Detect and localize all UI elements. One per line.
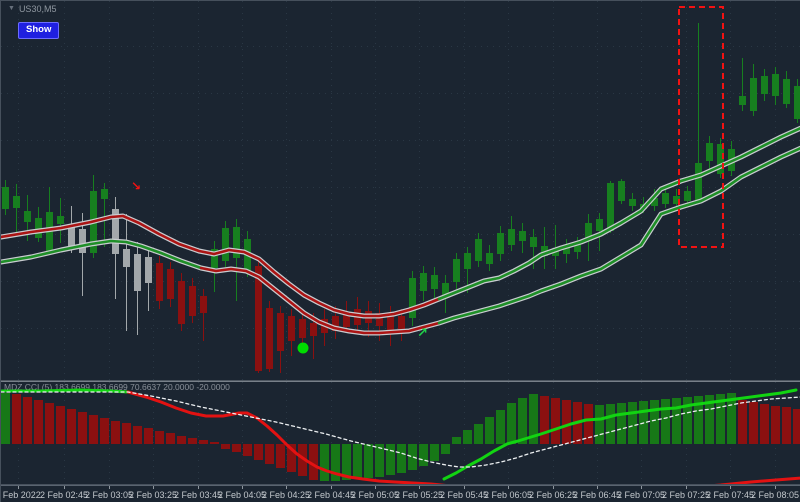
time-label: 2 Feb 05:05	[350, 490, 400, 500]
panel-separator[interactable]	[1, 380, 800, 382]
axis-tick	[18, 486, 19, 489]
time-label: 2 Feb 07:45	[705, 490, 755, 500]
time-label: 2 Feb 03:05	[84, 490, 134, 500]
oscillator-svg[interactable]: MDZ CCI (5) 183.6699 183.6699 70.6637 20…	[1, 382, 800, 484]
time-label: 2 Feb 02:45	[39, 490, 89, 500]
axis-tick	[109, 486, 110, 489]
main-chart: ↘ ↗ ▼ US30,M5 Show	[1, 1, 800, 380]
time-label: 2 Feb 05:25	[394, 490, 444, 500]
time-label: 2 Feb 08:05	[750, 490, 800, 500]
axis-tick	[641, 486, 642, 489]
osc-red-line	[126, 390, 800, 484]
show-button[interactable]: Show	[18, 22, 60, 39]
time-label: 2 Feb 03:25	[128, 490, 178, 500]
main-chart-canvas[interactable]: ↘ ↗	[1, 1, 800, 380]
time-label: 2 Feb 06:45	[572, 490, 622, 500]
time-label: 2 Feb 04:45	[306, 490, 356, 500]
axis-tick	[464, 486, 465, 489]
axis-tick	[153, 486, 154, 489]
axis-tick	[375, 486, 376, 489]
time-label: 2 Feb 05:45	[439, 490, 489, 500]
ma-lower-ribbon	[1, 145, 800, 336]
time-label: 2 Feb 07:05	[616, 490, 666, 500]
indicator-panel: MDZ CCI (5) 183.6699 183.6699 70.6637 20…	[1, 382, 800, 484]
axis-tick	[730, 486, 731, 489]
axis-tick	[419, 486, 420, 489]
axis-tick	[242, 486, 243, 489]
osc-fast-green-right	[442, 388, 798, 481]
axis-tick	[64, 486, 65, 489]
osc-fast-green-left	[1, 388, 130, 394]
axis-tick	[553, 486, 554, 489]
indicator-values-label: MDZ CCI (5) 183.6699 183.6699 70.6637 20…	[4, 382, 230, 392]
axis-tick	[286, 486, 287, 489]
axis-tick	[775, 486, 776, 489]
axis-tick	[331, 486, 332, 489]
time-label: 2 Feb 04:25	[261, 490, 311, 500]
axis-separator	[1, 484, 800, 485]
ma-upper-ribbon	[1, 125, 800, 319]
symbol-period-label: US30,M5	[18, 4, 57, 14]
axis-tick	[597, 486, 598, 489]
entry-dot[interactable]	[297, 342, 309, 354]
osc-signal-dashed	[1, 391, 800, 468]
time-label: 2 Feb 06:25	[528, 490, 578, 500]
collapse-arrow-icon[interactable]: ▼	[8, 5, 15, 12]
buy-arrow-icon[interactable]: ↗	[417, 326, 428, 341]
indicator-canvas[interactable]: MDZ CCI (5) 183.6699 183.6699 70.6637 20…	[1, 382, 800, 484]
highlight-rectangle[interactable]	[678, 6, 724, 248]
axis-tick	[686, 486, 687, 489]
time-label: 2 Feb 04:05	[217, 490, 267, 500]
axis-tick	[508, 486, 509, 489]
time-label: 2 Feb 2022	[1, 490, 41, 500]
price-chart-svg[interactable]: ↘↗	[1, 1, 800, 380]
time-label: 2 Feb 07:25	[661, 490, 711, 500]
time-label: 2 Feb 06:05	[483, 490, 533, 500]
candles	[2, 23, 800, 373]
axis-tick	[198, 486, 199, 489]
sell-arrow-icon[interactable]: ↘	[131, 179, 141, 193]
time-label: 2 Feb 03:45	[173, 490, 223, 500]
symbol-label-group[interactable]: ▼ US30,M5	[8, 4, 56, 14]
